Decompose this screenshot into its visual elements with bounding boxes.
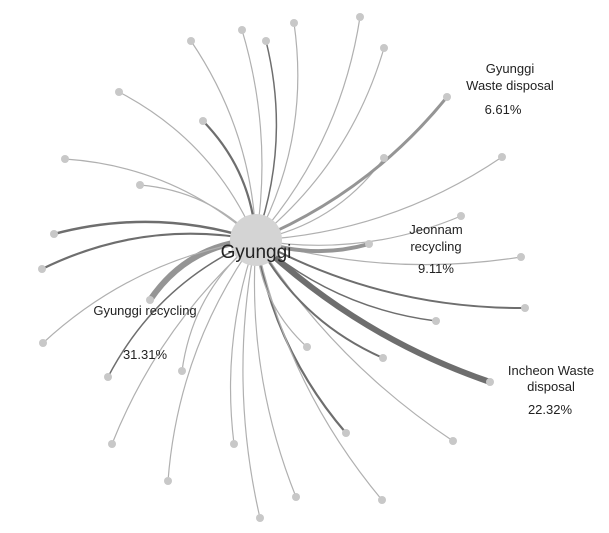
callout-gyunggi-recycling: Gyunggi recycling 31.31% xyxy=(93,303,196,362)
node-7[interactable] xyxy=(61,155,69,163)
link-20 xyxy=(254,238,348,435)
link-12 xyxy=(42,239,257,344)
link-2 xyxy=(255,40,278,241)
node-18[interactable] xyxy=(256,514,264,522)
callout-gyunggi-waste-disposal-value: 6.61% xyxy=(485,102,522,117)
node-1[interactable] xyxy=(290,19,298,27)
link-14 xyxy=(111,239,257,445)
link-19 xyxy=(253,239,297,498)
callout-incheon-waste-disposal-line-1: Incheon Waste xyxy=(508,363,594,378)
node-2[interactable] xyxy=(262,37,270,45)
callout-jeonnam-recycling-line-1: Jeonnam xyxy=(409,222,462,237)
node-32[interactable] xyxy=(380,154,388,162)
link-15 xyxy=(167,239,257,482)
link-25 xyxy=(253,237,493,385)
node-21[interactable] xyxy=(378,496,386,504)
callout-gyunggi-recycling-line-1: Gyunggi recycling xyxy=(93,303,196,318)
node-35[interactable] xyxy=(356,13,364,21)
link-18 xyxy=(242,239,261,519)
link-28 xyxy=(255,239,522,266)
node-5[interactable] xyxy=(199,117,207,125)
link-33 xyxy=(254,95,449,242)
node-19[interactable] xyxy=(292,493,300,501)
callout-gyunggi-waste-disposal-line-2: Waste disposal xyxy=(466,78,554,93)
node-25[interactable] xyxy=(486,378,494,386)
node-20[interactable] xyxy=(342,429,350,437)
link-1 xyxy=(255,22,299,241)
node-8[interactable] xyxy=(136,181,144,189)
callout-incheon-waste-disposal-value: 22.32% xyxy=(528,402,573,417)
node-14[interactable] xyxy=(108,440,116,448)
callout-incheon-waste-disposal: Incheon Waste disposal 22.32% xyxy=(508,363,594,417)
hub-node[interactable] xyxy=(230,214,282,266)
link-10 xyxy=(40,232,258,271)
node-4[interactable] xyxy=(187,37,195,45)
link-22 xyxy=(255,239,454,442)
callout-gyunggi-waste-disposal-line-1: Gyunggi xyxy=(486,61,535,76)
link-27 xyxy=(255,239,526,310)
node-29[interactable] xyxy=(365,240,373,248)
node-22[interactable] xyxy=(449,437,457,445)
callout-jeonnam-recycling: Jeonnam recycling 9.11% xyxy=(409,222,462,276)
node-27[interactable] xyxy=(521,304,529,312)
node-33[interactable] xyxy=(443,93,451,101)
callout-gyunggi-waste-disposal: Gyunggi Waste disposal 6.61% xyxy=(466,61,554,117)
hub-label: Gyunggi xyxy=(221,242,292,263)
callout-gyunggi-recycling-value: 31.31% xyxy=(123,347,168,362)
node-24[interactable] xyxy=(379,354,387,362)
node-9[interactable] xyxy=(50,230,58,238)
callout-incheon-waste-disposal-line-2: disposal xyxy=(527,379,575,394)
node-13[interactable] xyxy=(104,373,112,381)
node-28[interactable] xyxy=(517,253,525,261)
link-4 xyxy=(190,40,257,241)
link-31 xyxy=(255,156,503,241)
node-30[interactable] xyxy=(457,212,465,220)
node-3[interactable] xyxy=(238,26,246,34)
callout-jeonnam-recycling-value: 9.11% xyxy=(418,261,454,276)
node-26[interactable] xyxy=(432,317,440,325)
link-30 xyxy=(255,215,462,246)
link-35 xyxy=(255,16,361,241)
link-9 xyxy=(52,220,258,242)
link-21 xyxy=(255,239,383,501)
nodes-layer xyxy=(38,13,529,522)
node-16[interactable] xyxy=(178,367,186,375)
node-6[interactable] xyxy=(115,88,123,96)
link-7 xyxy=(64,158,257,241)
node-10[interactable] xyxy=(38,265,46,273)
node-17[interactable] xyxy=(230,440,238,448)
node-23[interactable] xyxy=(303,343,311,351)
node-12[interactable] xyxy=(39,339,47,347)
link-34 xyxy=(255,47,385,241)
node-15[interactable] xyxy=(164,477,172,485)
link-3 xyxy=(241,29,263,241)
node-31[interactable] xyxy=(498,153,506,161)
node-34[interactable] xyxy=(380,44,388,52)
node-11[interactable] xyxy=(146,296,154,304)
callout-jeonnam-recycling-line-2: recycling xyxy=(410,239,461,254)
